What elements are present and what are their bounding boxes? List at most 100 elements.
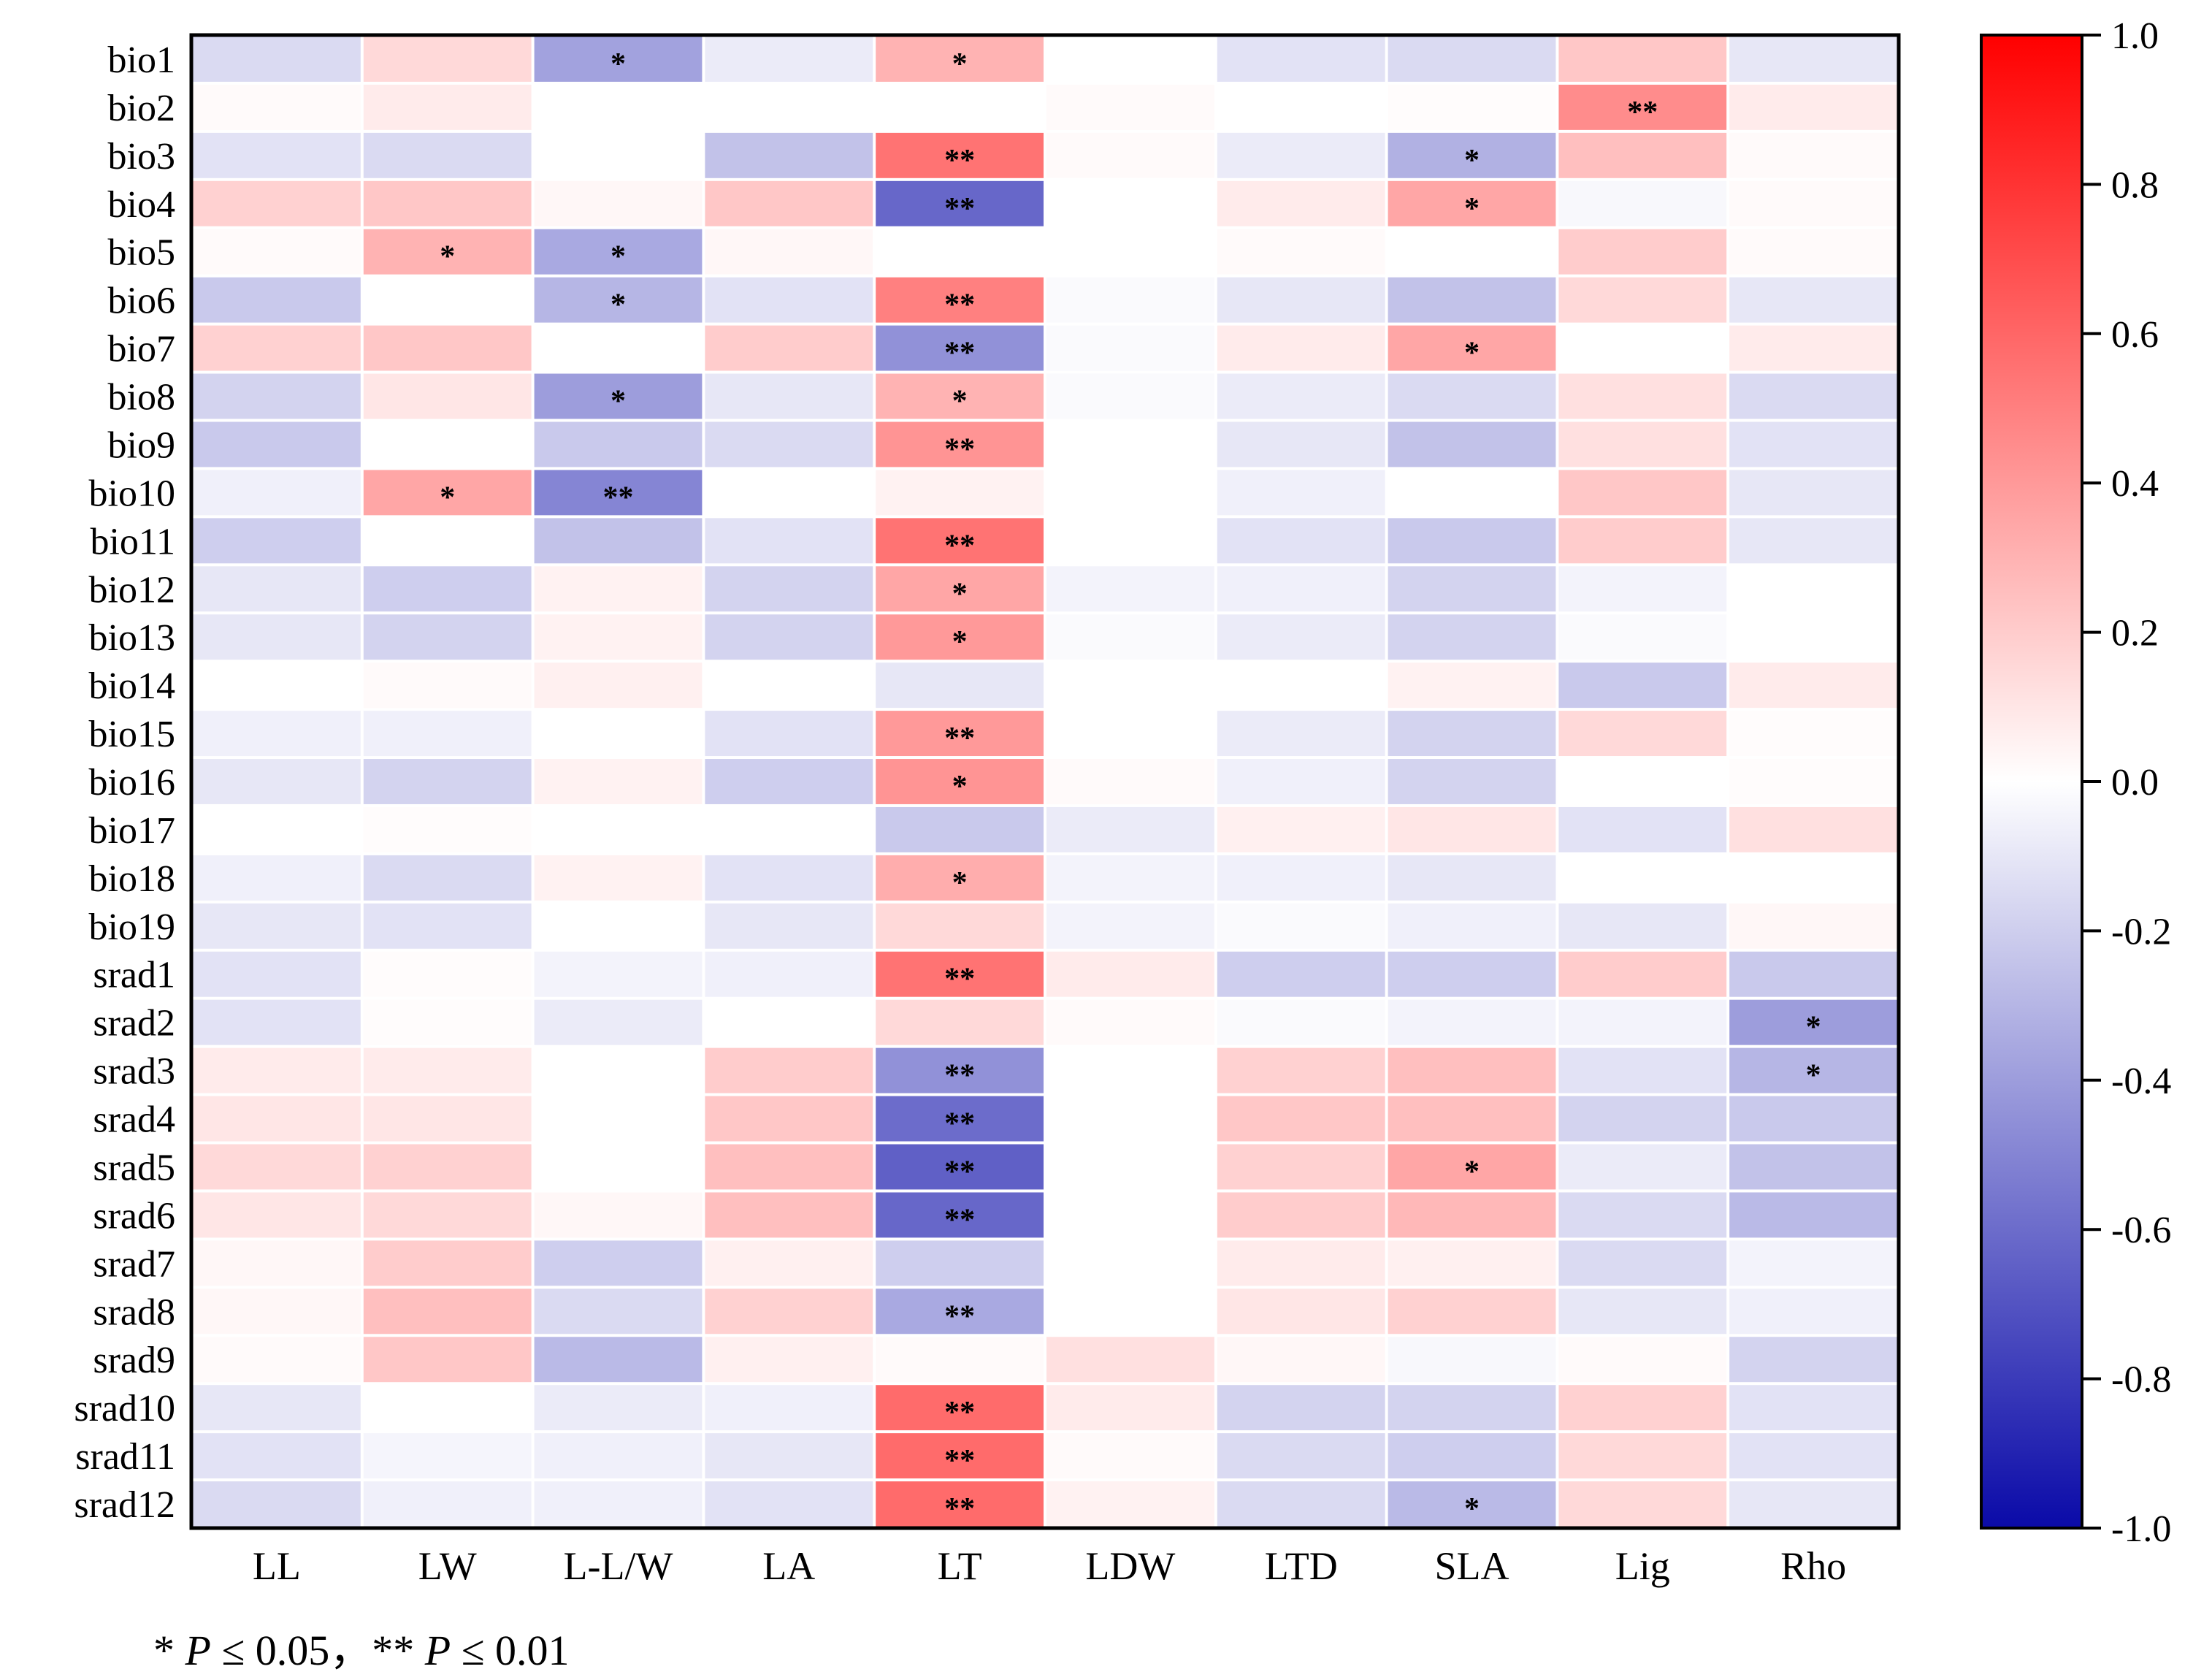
- heatmap-cell: [705, 999, 873, 1045]
- footnote-star1: *: [153, 1627, 185, 1674]
- significance-mark: *: [1464, 1155, 1480, 1188]
- heatmap-cell: [876, 999, 1044, 1045]
- heatmap-cell: [1046, 470, 1214, 516]
- significance-mark: **: [944, 289, 975, 322]
- heatmap-cell: [1729, 1433, 1897, 1479]
- heatmap-cell: [1046, 325, 1214, 371]
- heatmap-cell: [1217, 999, 1385, 1045]
- heatmap-cell: [363, 37, 532, 82]
- heatmap-cell: [193, 806, 361, 852]
- significance-mark: **: [944, 432, 975, 466]
- heatmap-cell: [1388, 470, 1556, 516]
- heatmap-cell: [193, 1288, 361, 1335]
- heatmap-cell: [1046, 37, 1214, 82]
- heatmap-cell: [363, 421, 532, 467]
- colorbar-tick-label: 0.4: [2111, 463, 2159, 505]
- heatmap-cell: [363, 759, 532, 804]
- column-label: LTD: [1265, 1544, 1338, 1588]
- colorbar-tick-label: -0.4: [2111, 1061, 2171, 1102]
- heatmap-cell: [1217, 903, 1385, 949]
- heatmap-cell: [1217, 1047, 1385, 1093]
- heatmap-cell: [1729, 614, 1897, 660]
- significance-mark: **: [1627, 96, 1658, 129]
- colorbar-tick-label: -0.6: [2111, 1210, 2171, 1251]
- heatmap-cell: [705, 229, 873, 275]
- heatmap-cell: [193, 325, 361, 371]
- heatmap-cell: [1388, 806, 1556, 852]
- heatmap-cell: [1558, 325, 1727, 371]
- heatmap-cell: [1217, 180, 1385, 226]
- heatmap-cell: [193, 1337, 361, 1383]
- heatmap-cell: [876, 1337, 1044, 1383]
- heatmap-cell: [363, 470, 532, 516]
- heatmap-cell: [534, 903, 703, 949]
- row-label: srad1: [93, 955, 175, 996]
- heatmap-cell: [1046, 1192, 1214, 1238]
- heatmap-cell: [1388, 1433, 1556, 1479]
- heatmap-cell: [193, 759, 361, 804]
- heatmap-cell: [1388, 1385, 1556, 1431]
- heatmap-cell: [534, 325, 703, 371]
- heatmap-cell: [363, 1240, 532, 1286]
- row-label: bio11: [90, 521, 175, 562]
- significance-mark: **: [944, 1107, 975, 1141]
- heatmap-cell: [1388, 663, 1556, 709]
- heatmap-cell: [534, 759, 703, 804]
- heatmap-cell: [1046, 663, 1214, 709]
- heatmap-cell: [534, 180, 703, 226]
- heatmap-cell: [1558, 903, 1727, 949]
- heatmap-cell: [1388, 614, 1556, 660]
- heatmap-cell: [1558, 711, 1727, 757]
- heatmap-cell: [363, 566, 532, 612]
- heatmap-cell: [1388, 277, 1556, 323]
- heatmap-cell: [1558, 518, 1727, 564]
- heatmap-cell: [1046, 132, 1214, 178]
- heatmap-cell: [1217, 1240, 1385, 1286]
- heatmap-cell: [534, 229, 703, 275]
- heatmap-cell: [1558, 132, 1727, 178]
- significance-mark: **: [944, 192, 975, 226]
- row-label: srad2: [93, 1003, 175, 1045]
- heatmap-cell: [1217, 663, 1385, 709]
- heatmap-cell: [1729, 470, 1897, 516]
- heatmap-cell: [1729, 325, 1897, 371]
- heatmap-cell: [876, 277, 1044, 323]
- heatmap-cell: [1217, 1481, 1385, 1527]
- heatmap-cell: [1558, 1192, 1727, 1238]
- heatmap-cell: [705, 470, 873, 516]
- heatmap-cell: [1558, 614, 1727, 660]
- heatmap-cell: [876, 37, 1044, 82]
- heatmap-cell: [534, 421, 703, 467]
- heatmap-cell: [1388, 1144, 1556, 1190]
- heatmap-cell: [1558, 421, 1727, 467]
- plot-frame: [189, 33, 1901, 1530]
- heatmap-cell: [1217, 566, 1385, 612]
- heatmap-cell: [1388, 229, 1556, 275]
- heatmap-cell: [876, 325, 1044, 371]
- heatmap-cell: [1217, 1192, 1385, 1238]
- heatmap-cell: [705, 663, 873, 709]
- heatmap-cell: [193, 1047, 361, 1093]
- heatmap-cell: [363, 132, 532, 178]
- heatmap-cell: [193, 1481, 361, 1527]
- heatmap-cell: [1729, 518, 1897, 564]
- heatmap-cell: [1046, 1240, 1214, 1286]
- heatmap-cell: [1046, 999, 1214, 1045]
- heatmap-cell: [1046, 855, 1214, 901]
- heatmap-cell: [1558, 37, 1727, 82]
- heatmap-cell: [534, 37, 703, 82]
- row-label: srad10: [74, 1388, 175, 1429]
- heatmap-cell: [193, 999, 361, 1045]
- heatmap-cell: [876, 903, 1044, 949]
- row-label: srad9: [93, 1340, 175, 1381]
- heatmap-cell: [1217, 951, 1385, 997]
- significance-mark: **: [944, 337, 975, 370]
- heatmap-cell: [1558, 806, 1727, 852]
- heatmap-cell: [876, 1096, 1044, 1142]
- heatmap-cell: [193, 1144, 361, 1190]
- heatmap-cell: [1729, 229, 1897, 275]
- heatmap-cell: [534, 663, 703, 709]
- heatmap-cell: [1388, 1096, 1556, 1142]
- heatmap-cell: [1558, 470, 1727, 516]
- heatmap-cell: [1558, 1481, 1727, 1527]
